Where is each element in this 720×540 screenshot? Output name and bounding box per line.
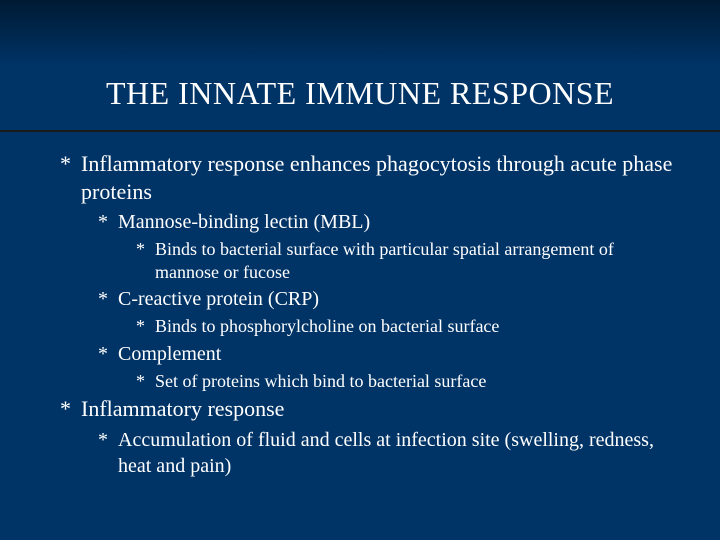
bullet-marker: * bbox=[136, 370, 145, 393]
bullet-text: Mannose-binding lectin (MBL) bbox=[118, 209, 680, 235]
bullet-marker: * bbox=[136, 238, 145, 283]
slide-container: THE INNATE IMMUNE RESPONSE * Inflammator… bbox=[0, 0, 720, 540]
list-item: * Accumulation of fluid and cells at inf… bbox=[98, 427, 680, 479]
list-item: * Binds to phosphorylcholine on bacteria… bbox=[136, 315, 680, 338]
title-divider bbox=[0, 130, 720, 132]
list-item: * Set of proteins which bind to bacteria… bbox=[136, 370, 680, 393]
bullet-text: Complement bbox=[118, 341, 680, 367]
bullet-marker: * bbox=[98, 286, 108, 312]
bullet-text: C-reactive protein (CRP) bbox=[118, 286, 680, 312]
list-item: * Binds to bacterial surface with partic… bbox=[136, 238, 680, 283]
bullet-text: Binds to phosphorylcholine on bacterial … bbox=[155, 315, 680, 338]
bullet-marker: * bbox=[98, 341, 108, 367]
bullet-marker: * bbox=[136, 315, 145, 338]
list-item: * Complement bbox=[98, 341, 680, 367]
bullet-text: Accumulation of fluid and cells at infec… bbox=[118, 427, 680, 479]
bullet-marker: * bbox=[98, 427, 108, 479]
bullet-marker: * bbox=[60, 395, 71, 423]
list-item: * Inflammatory response enhances phagocy… bbox=[60, 150, 680, 205]
bullet-text: Inflammatory response enhances phagocyto… bbox=[81, 150, 680, 205]
bullet-text: Binds to bacterial surface with particul… bbox=[155, 238, 680, 283]
list-item: * Mannose-binding lectin (MBL) bbox=[98, 209, 680, 235]
slide-content: * Inflammatory response enhances phagocy… bbox=[40, 150, 680, 479]
list-item: * C-reactive protein (CRP) bbox=[98, 286, 680, 312]
bullet-text: Set of proteins which bind to bacterial … bbox=[155, 370, 680, 393]
bullet-text: Inflammatory response bbox=[81, 395, 680, 423]
bullet-marker: * bbox=[60, 150, 71, 205]
bullet-marker: * bbox=[98, 209, 108, 235]
list-item: * Inflammatory response bbox=[60, 395, 680, 423]
slide-title: THE INNATE IMMUNE RESPONSE bbox=[40, 75, 680, 112]
